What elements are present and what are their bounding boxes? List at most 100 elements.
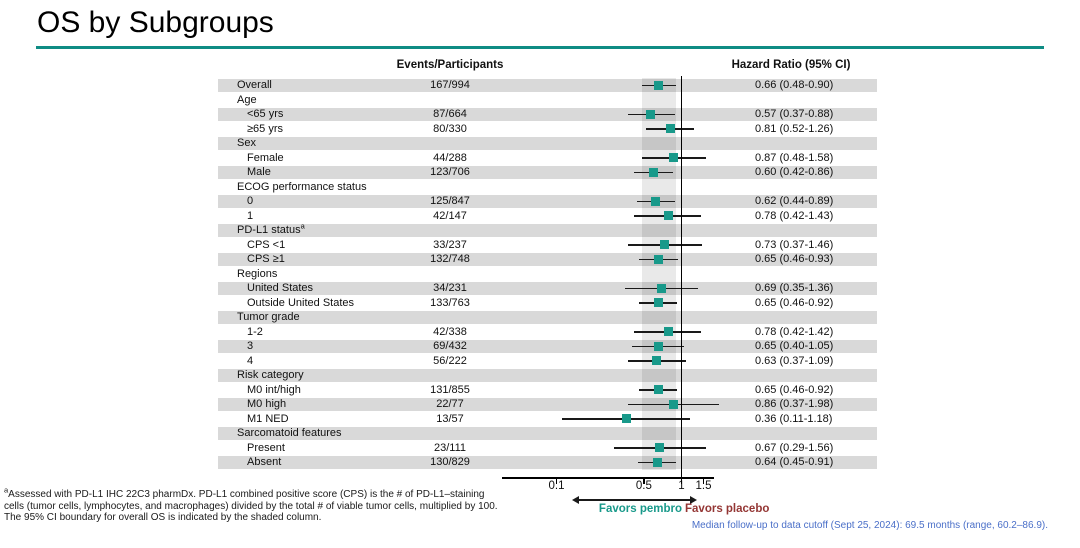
hazard-ratio-value: 0.64 (0.45-0.91) [755, 456, 834, 468]
subgroup-label: Female [247, 151, 284, 164]
hazard-ratio-marker [655, 443, 665, 453]
events-column-header: Events/Participants [396, 59, 504, 71]
subgroup-label: Absent [247, 456, 282, 468]
hazard-ratio-marker [654, 80, 664, 90]
events-participants-value: 130/829 [430, 456, 470, 468]
subgroup-label: Sex [237, 137, 256, 149]
hazard-ratio-value: 0.78 (0.42-1.42) [755, 325, 834, 338]
subgroup-row: ≥65 yrs 80/330 0.81 (0.52-1.26) [0, 122, 1080, 137]
hazard-ratio-marker [668, 399, 678, 409]
subgroup-row: Present 23/111 0.67 (0.29-1.56) [0, 441, 1080, 456]
subgroup-label: ≥65 yrs [247, 122, 283, 135]
hr-1-reference-line [680, 76, 683, 484]
row-shading-band [218, 281, 877, 295]
hazard-ratio-value: 0.65 (0.46-0.93) [755, 253, 834, 265]
hazard-ratio-value: 0.60 (0.42-0.86) [755, 166, 834, 178]
x-axis [502, 477, 714, 479]
subgroup-category-row: Regions [0, 267, 1080, 282]
favors-pembro-label: Favors pembro [598, 503, 682, 515]
hazard-ratio-value: 0.57 (0.37-0.88) [755, 108, 834, 120]
hazard-ratio-marker [656, 283, 666, 293]
subgroup-label: Risk category [237, 369, 304, 381]
subgroup-row: 1-2 42/338 0.78 (0.42-1.42) [0, 325, 1080, 340]
arrowhead-left-icon [572, 496, 579, 504]
subgroup-label: 0 [247, 195, 254, 207]
subgroup-label: Present [247, 441, 285, 454]
subgroup-label: Age [237, 93, 257, 106]
row-shading-band [218, 426, 877, 440]
row-shading-band [218, 107, 877, 121]
subgroup-row: 1 42/147 0.78 (0.42-1.43) [0, 209, 1080, 224]
events-participants-value: 42/338 [433, 325, 467, 338]
subgroup-category-row: Sex [0, 136, 1080, 151]
hazard-ratio-marker [665, 124, 675, 134]
subgroup-row: 3 69/432 0.65 (0.40-1.05) [0, 339, 1080, 354]
hazard-ratio-value: 0.73 (0.37-1.46) [755, 238, 834, 251]
subgroup-label: United States [247, 282, 314, 294]
events-participants-value: 33/237 [433, 238, 467, 251]
events-participants-value: 125/847 [430, 195, 470, 207]
subgroup-row: 4 56/222 0.63 (0.37-1.09) [0, 354, 1080, 369]
favors-direction-arrow [572, 496, 697, 504]
hazard-ratio-value: 0.65 (0.46-0.92) [755, 296, 834, 309]
axis-tick-label: 0.1 [548, 480, 565, 492]
subgroup-label: Overall [237, 79, 272, 91]
axis-tick-label: 1.5 [695, 480, 712, 492]
events-participants-value: 13/57 [436, 412, 464, 425]
subgroup-row: CPS <1 33/237 0.73 (0.37-1.46) [0, 238, 1080, 253]
events-participants-value: 42/147 [433, 209, 467, 222]
row-shading-band [218, 397, 877, 411]
subgroup-row: M0 int/high 131/855 0.65 (0.46-0.92) [0, 383, 1080, 398]
subgroup-row: Female 44/288 0.87 (0.48-1.58) [0, 151, 1080, 166]
subgroup-row: 0 125/847 0.62 (0.44-0.89) [0, 194, 1080, 209]
subgroup-label: Regions [237, 267, 278, 280]
hazard-ratio-value: 0.65 (0.40-1.05) [755, 340, 834, 352]
subgroup-label: M0 int/high [247, 383, 301, 396]
axis-tick-label: 1 [678, 480, 685, 492]
footnote-line-3: The 95% CI boundary for overall OS is in… [4, 512, 322, 523]
events-participants-value: 87/664 [433, 108, 467, 120]
hazard-ratio-marker [649, 167, 659, 177]
subgroup-row: CPS ≥1 132/748 0.65 (0.46-0.93) [0, 252, 1080, 267]
subgroup-row: Outside United States 133/763 0.65 (0.46-0… [0, 296, 1080, 311]
hazard-ratio-marker [652, 457, 662, 467]
axis-tick [643, 479, 645, 484]
hazard-ratio-value: 0.36 (0.11-1.18) [755, 412, 833, 425]
subgroup-row: <65 yrs 87/664 0.57 (0.37-0.88) [0, 107, 1080, 122]
row-shading-band [218, 252, 877, 266]
subgroup-row: M1 NED 13/57 0.36 (0.11-1.18) [0, 412, 1080, 427]
row-shading-band [218, 136, 877, 150]
subgroup-category-row: Tumor grade [0, 310, 1080, 325]
subgroup-label: 4 [247, 354, 254, 367]
overall-ci-shaded-column [641, 78, 676, 470]
subgroup-label: <65 yrs [247, 108, 284, 120]
events-participants-value: 22/77 [436, 398, 464, 410]
subgroup-label: 3 [247, 340, 254, 352]
subgroup-category-row: Sarcomatoid features [0, 426, 1080, 441]
axis-tick [555, 479, 558, 484]
subgroup-category-row: Age [0, 93, 1080, 108]
events-participants-value: 133/763 [430, 296, 470, 309]
events-participants-value: 132/748 [430, 253, 470, 265]
subgroup-label: Outside United States [247, 296, 355, 309]
hazard-ratio-value: 0.65 (0.46-0.92) [755, 383, 834, 396]
median-followup-note: Median follow-up to data cutoff (Sept 25… [691, 520, 1048, 531]
subgroup-row: United States 34/231 0.69 (0.35-1.36) [0, 281, 1080, 296]
events-participants-value: 167/994 [430, 79, 470, 91]
hazard-ratio-marker [653, 385, 663, 395]
subgroup-category-row: Risk category [0, 368, 1080, 383]
events-participants-value: 23/111 [433, 441, 466, 454]
subgroup-label: ECOG performance status [237, 180, 367, 193]
events-participants-value: 44/288 [433, 151, 467, 164]
hazard-ratio-marker [653, 298, 663, 308]
subgroup-label: M1 NED [247, 412, 289, 425]
subgroup-label: PD-L1 statusa [237, 221, 305, 236]
events-participants-value: 56/222 [433, 354, 467, 367]
hazard-ratio-marker [653, 254, 663, 264]
title-divider-rule [36, 46, 1044, 49]
subgroup-label: 1 [247, 209, 254, 222]
subgroup-label: CPS <1 [247, 238, 286, 251]
subgroup-label: 1-2 [247, 325, 263, 338]
hazard-ratio-value: 0.78 (0.42-1.43) [755, 209, 834, 222]
favors-placebo-label: Favors placebo [685, 503, 770, 515]
